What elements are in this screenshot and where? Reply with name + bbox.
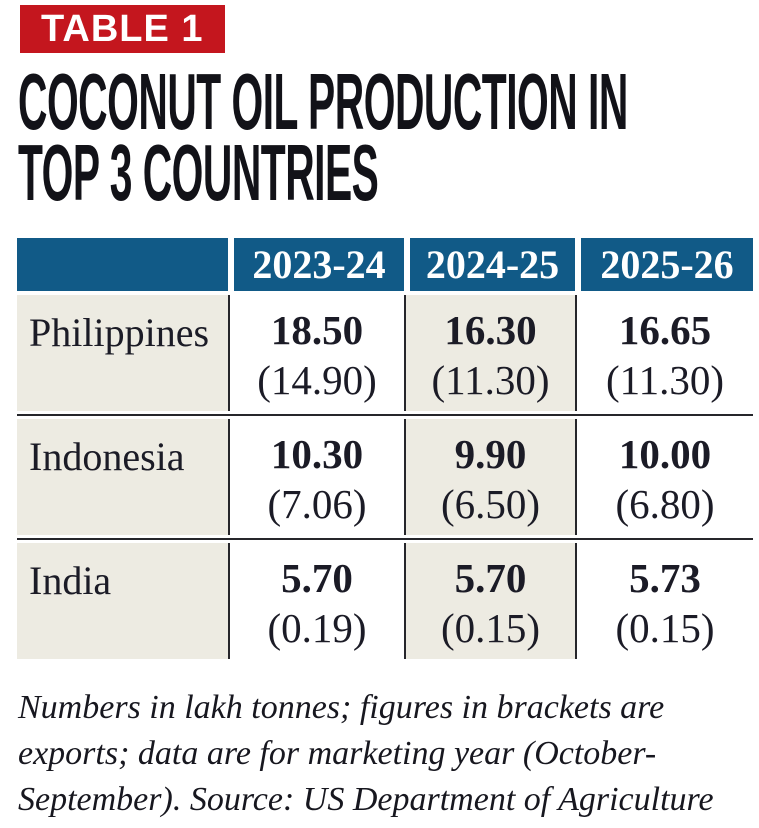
production-value: 16.65 xyxy=(618,307,712,353)
cell-india-2025-26: 5.73 (0.15) xyxy=(575,543,753,659)
footnote-line-2: exports; data are for marketing year (Oc… xyxy=(18,735,657,772)
cell-indonesia-2024-25: 9.90 (6.50) xyxy=(404,419,575,535)
footnote-line-1: Numbers in lakh tonnes; figures in brack… xyxy=(18,689,665,726)
table-row-india: India 5.70 (0.19) 5.70 (0.15) 5.73 (0.15… xyxy=(17,543,753,659)
production-value: 5.70 xyxy=(281,555,353,601)
exports-value: (14.90) xyxy=(257,357,377,403)
exports-value: (11.30) xyxy=(605,357,725,403)
exports-value: (0.15) xyxy=(440,605,541,651)
page-title: COCONUT OIL PRODUCTION IN TOP 3 COUNTRIE… xyxy=(18,57,732,217)
cell-indonesia-2025-26: 10.00 (6.80) xyxy=(575,419,753,535)
row-divider xyxy=(17,414,753,416)
exports-value: (11.30) xyxy=(431,357,550,403)
page-title-line-1: COCONUT OIL PRODUCTION IN xyxy=(18,57,628,146)
cell-philippines-2024-25: 16.30 (11.30) xyxy=(404,295,575,411)
country-name: India xyxy=(17,543,228,659)
footnote: Numbers in lakh tonnes; figures in brack… xyxy=(18,685,759,823)
production-table: 2023-24 2024-25 2025-26 Philippines 18.5… xyxy=(17,238,753,659)
exports-value: (7.06) xyxy=(267,481,367,527)
country-name: Indonesia xyxy=(17,419,228,535)
column-header-2024-25: 2024-25 xyxy=(404,238,575,291)
exports-value: (6.50) xyxy=(440,481,541,527)
column-header-2025-26: 2025-26 xyxy=(575,238,753,291)
exports-value: (6.80) xyxy=(615,481,715,527)
column-header-country xyxy=(17,238,228,291)
production-value: 5.70 xyxy=(454,555,527,601)
production-value: 9.90 xyxy=(454,431,527,477)
cell-india-2023-24: 5.70 (0.19) xyxy=(228,543,404,659)
production-value: 10.00 xyxy=(618,431,712,477)
production-value: 5.73 xyxy=(629,555,701,601)
footnote-line-3: September). Source: US Department of Agr… xyxy=(18,781,714,818)
table-row-indonesia: Indonesia 10.30 (7.06) 9.90 (6.50) 10.00… xyxy=(17,419,753,535)
table-header-row: 2023-24 2024-25 2025-26 xyxy=(17,238,753,291)
cell-philippines-2025-26: 16.65 (11.30) xyxy=(575,295,753,411)
table-number-badge-label: TABLE 1 xyxy=(41,8,204,50)
table-number-badge: TABLE 1 xyxy=(20,5,225,53)
production-value: 18.50 xyxy=(270,307,364,353)
exports-value: (0.19) xyxy=(267,605,367,651)
page-title-line-2: TOP 3 COUNTRIES xyxy=(18,128,379,217)
cell-indonesia-2023-24: 10.30 (7.06) xyxy=(228,419,404,535)
column-header-2023-24: 2023-24 xyxy=(228,238,404,291)
exports-value: (0.15) xyxy=(615,605,715,651)
cell-philippines-2023-24: 18.50 (14.90) xyxy=(228,295,404,411)
row-divider xyxy=(17,538,753,540)
table-row-philippines: Philippines 18.50 (14.90) 16.30 (11.30) … xyxy=(17,295,753,411)
cell-india-2024-25: 5.70 (0.15) xyxy=(404,543,575,659)
production-value: 10.30 xyxy=(270,431,364,477)
country-name: Philippines xyxy=(17,295,228,411)
production-value: 16.30 xyxy=(444,307,537,353)
